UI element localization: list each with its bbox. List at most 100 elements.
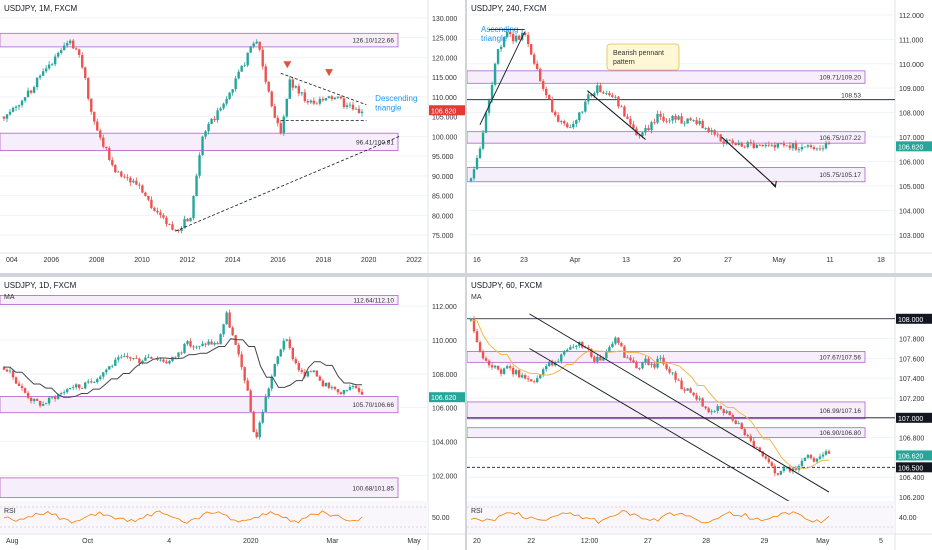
candle-body <box>321 98 325 101</box>
candle-body <box>249 390 252 412</box>
candle-body <box>225 312 228 325</box>
candle-body <box>560 354 563 362</box>
zone-label: 106.90/106.80 <box>819 430 861 437</box>
candle-body <box>243 65 246 67</box>
descending-triangle-label-2: triangle <box>375 103 402 112</box>
zone-label: 112.64/112.10 <box>353 297 394 304</box>
candle-body <box>330 96 334 100</box>
candle-body <box>126 355 129 358</box>
ma-legend: MA <box>471 294 482 301</box>
h1-chart-panel[interactable]: 108.000 107.800 107.600 107.400 107.200 107.0… <box>467 277 932 550</box>
candle-body <box>234 78 237 90</box>
candle-body <box>318 98 322 104</box>
red-arrow-marker <box>283 61 292 69</box>
x-tick-label: 2010 <box>134 257 150 264</box>
candle-body <box>78 49 81 55</box>
zone-rect <box>467 70 866 84</box>
candle-body <box>650 122 653 131</box>
candle-body <box>291 79 295 88</box>
x-tick-label: 22 <box>527 538 535 545</box>
candle-body <box>201 343 204 346</box>
candle-body <box>584 347 587 349</box>
price-badge-label: 106.620 <box>431 108 456 115</box>
x-tick-label: 4 <box>167 538 171 545</box>
candle-body <box>818 456 822 459</box>
candle-body <box>665 364 668 369</box>
candle-body <box>189 341 192 347</box>
pattern-line <box>479 31 526 126</box>
candle-body <box>542 369 545 376</box>
y-tick-label: 106.000 <box>432 406 457 413</box>
candle-body <box>258 422 261 438</box>
candle-body <box>342 98 346 107</box>
zone-rect <box>0 32 399 48</box>
candle-body <box>2 367 6 370</box>
candle-body <box>17 383 21 386</box>
candle-body <box>62 45 66 51</box>
y-tick-label: 107.600 <box>899 356 924 363</box>
y-tick-label: 111.000 <box>899 37 923 44</box>
candle-body <box>737 423 740 424</box>
candle-body <box>493 365 497 368</box>
y-tick-label: 110.000 <box>432 95 457 102</box>
y-tick-label: 102.000 <box>432 473 457 480</box>
candle-body <box>114 165 117 173</box>
candle-body <box>605 351 608 359</box>
rsi-line <box>3 510 363 524</box>
candle-body <box>171 224 174 230</box>
candle-body <box>300 92 304 94</box>
candle-body <box>294 359 298 364</box>
monthly-chart-panel[interactable]: 130.000 125.000 120.000 115.000 110.000 105.0… <box>0 0 465 273</box>
candle-body <box>65 43 69 46</box>
candle-body <box>812 147 816 150</box>
candle-body <box>635 362 638 369</box>
candle-body <box>99 376 102 380</box>
level-label: 107.000 <box>898 416 923 423</box>
h4-chart-panel[interactable]: 112.000 111.000 110.000 109.000 108.000 107.0… <box>467 0 932 273</box>
h4-chart[interactable]: 112.000 111.000 110.000 109.000 108.000 107.0… <box>467 0 932 273</box>
candle-body <box>647 358 650 365</box>
candle-body <box>791 143 795 149</box>
candle-body <box>644 127 647 133</box>
candle-body <box>153 208 156 211</box>
daily-chart[interactable]: 112.000 110.000 108.000 106.000 104.000 102.0… <box>0 277 465 550</box>
candle-body <box>11 370 15 378</box>
candle-body <box>734 420 737 424</box>
candle-body <box>11 107 15 112</box>
y-tick-label: 120.000 <box>432 55 457 62</box>
x-tick-label: 2020 <box>243 538 259 545</box>
candle-body <box>638 368 641 369</box>
candle-body <box>228 92 231 99</box>
price-badge-label: 106.620 <box>898 453 923 460</box>
candle-body <box>339 96 343 99</box>
candle-body <box>529 44 533 55</box>
candle-body <box>602 92 605 94</box>
y-tick-label: 105.000 <box>899 184 924 191</box>
h1-chart[interactable]: 108.000 107.800 107.600 107.400 107.200 107.0… <box>467 277 932 550</box>
candle-body <box>671 372 674 374</box>
rsi-pane <box>0 501 428 533</box>
candle-body <box>294 86 298 88</box>
monthly-chart[interactable]: 130.000 125.000 120.000 115.000 110.000 105.0… <box>0 0 465 273</box>
candle-body <box>228 312 231 328</box>
daily-chart-panel[interactable]: 112.000 110.000 108.000 106.000 104.000 102.0… <box>0 277 465 550</box>
trendline <box>175 136 400 232</box>
candle-body <box>722 409 725 413</box>
zone-rect <box>467 427 866 439</box>
candle-body <box>617 96 620 107</box>
candle-body <box>150 357 153 359</box>
candle-body <box>611 95 614 97</box>
horizontal-divider[interactable] <box>0 273 932 277</box>
candle-body <box>114 359 117 366</box>
candle-body <box>475 158 479 170</box>
candle-body <box>794 468 798 470</box>
y-tick-label: 95.000 <box>432 154 454 161</box>
candle-body <box>252 411 255 433</box>
level-label: 108.000 <box>898 317 923 324</box>
candle-body <box>102 372 105 377</box>
candle-body <box>614 337 617 344</box>
candle-body <box>511 34 515 42</box>
candle-body <box>472 318 476 332</box>
candle-body <box>653 122 656 124</box>
candle-body <box>641 362 644 369</box>
